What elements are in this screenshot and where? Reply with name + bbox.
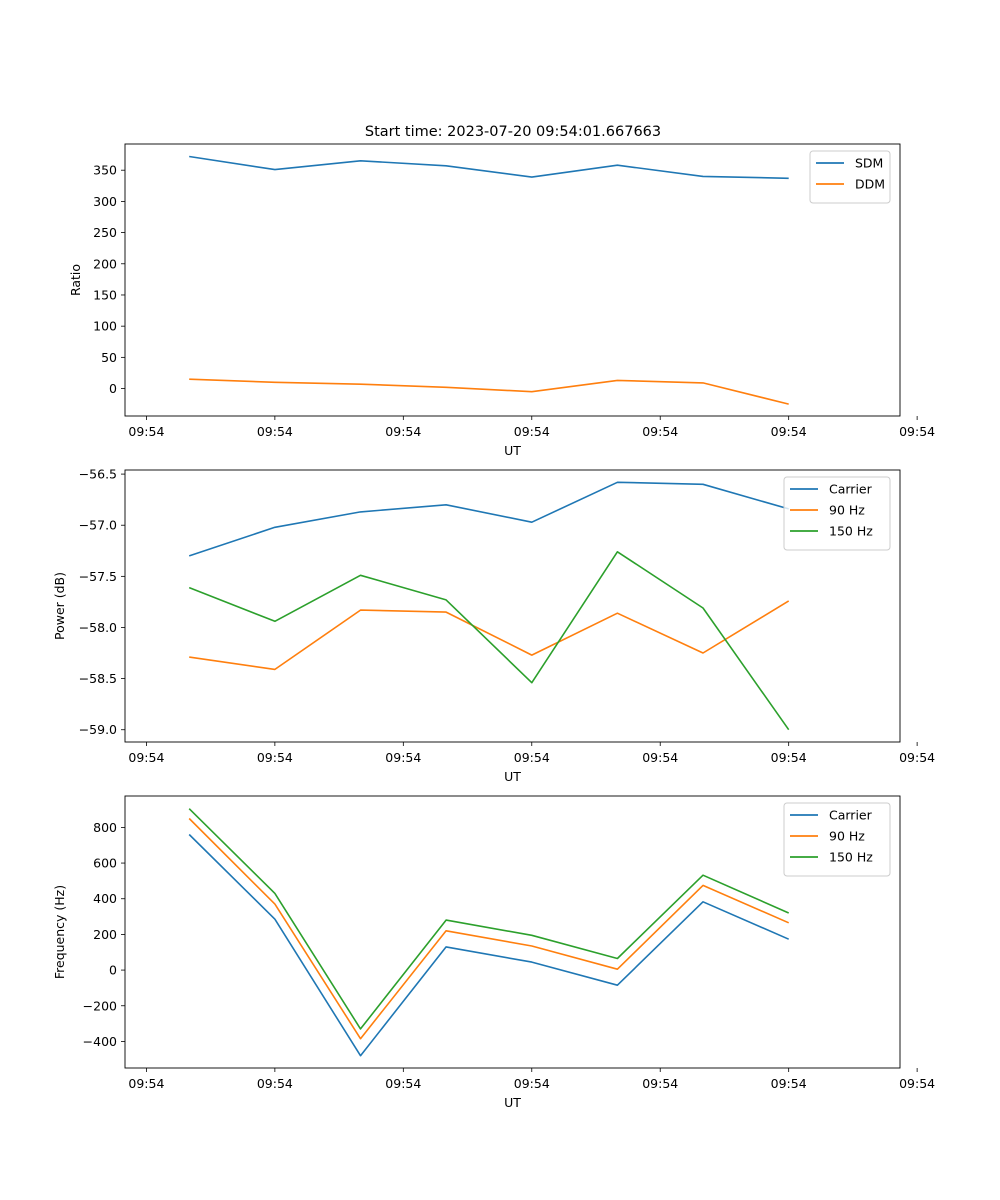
axes-frame <box>124 143 901 417</box>
y-tick-label: −57.0 <box>79 518 117 533</box>
x-tick-label: 09:54 <box>128 424 164 439</box>
x-axis-label: UT <box>504 769 521 784</box>
x-tick-label: 09:54 <box>128 750 164 765</box>
series-line-ddm <box>189 378 789 405</box>
y-tick-label: 300 <box>93 194 117 209</box>
y-tick-label: 200 <box>93 256 117 271</box>
y-tick-label: −400 <box>83 1034 117 1049</box>
x-tick-label: 09:54 <box>514 1076 550 1091</box>
y-tick-label: 400 <box>93 891 117 906</box>
x-tick-label: 09:54 <box>385 424 421 439</box>
series-line-150-hz <box>188 808 790 1030</box>
legend-box <box>809 150 891 204</box>
axes-frame <box>124 469 901 743</box>
legend-label: Carrier <box>829 482 873 497</box>
legend: SDM DDM <box>809 150 891 204</box>
legend-label: Carrier <box>829 808 873 823</box>
x-axis-label: UT <box>504 443 521 458</box>
legend-label: 150 Hz <box>829 524 873 539</box>
x-tick-label: 09:54 <box>899 750 935 765</box>
y-tick-label: 0 <box>109 381 117 396</box>
series-line-carrier <box>188 833 790 1057</box>
y-axis-label: Ratio <box>68 264 83 296</box>
x-tick-label: 09:54 <box>642 750 678 765</box>
plot-area <box>188 808 790 1057</box>
y-tick-label: −56.5 <box>79 467 117 482</box>
plot-area <box>189 155 789 405</box>
y-tick-label: 800 <box>93 820 117 835</box>
y-tick-label: 350 <box>93 163 117 178</box>
x-tick-label: 09:54 <box>257 424 293 439</box>
y-tick-label: 250 <box>93 225 117 240</box>
panels: 09:54 09:54 09:54 09:54 09:54 09:54 09:54 0 50 10… <box>52 143 935 1110</box>
legend: Carrier 90 Hz 150 Hz <box>783 476 891 551</box>
legend: Carrier 90 Hz 150 Hz <box>783 802 891 877</box>
y-tick-label: 150 <box>93 287 117 302</box>
x-tick-label: 09:54 <box>128 1076 164 1091</box>
x-tick-label: 09:54 <box>771 424 807 439</box>
legend-label: DDM <box>855 177 885 192</box>
y-tick-label: −200 <box>83 998 117 1013</box>
y-axis-label: Power (dB) <box>52 572 67 640</box>
plot-area <box>188 481 790 731</box>
y-tick-label: 600 <box>93 856 117 871</box>
y-tick-label: −58.0 <box>79 620 117 635</box>
series-line-90-hz <box>189 600 790 671</box>
y-axis-label: Frequency (Hz) <box>52 885 67 979</box>
legend-label: 90 Hz <box>829 829 865 844</box>
x-tick-label: 09:54 <box>385 1076 421 1091</box>
y-tick-label: 0 <box>109 963 117 978</box>
x-tick-label: 09:54 <box>257 750 293 765</box>
chart-panel-1: 09:54 09:54 09:54 09:54 09:54 09:54 09:54 0 50 10… <box>68 143 935 458</box>
x-tick-label: 09:54 <box>771 750 807 765</box>
legend-label: 90 Hz <box>829 503 865 518</box>
x-tick-label: 09:54 <box>771 1076 807 1091</box>
x-tick-label: 09:54 <box>514 750 550 765</box>
series-line-sdm <box>189 155 789 180</box>
y-tick-label: −58.5 <box>79 671 117 686</box>
series-line-carrier <box>188 481 789 557</box>
figure-title: Start time: 2023-07-20 09:54:01.667663 <box>365 124 661 140</box>
x-tick-label: 09:54 <box>257 1076 293 1091</box>
x-tick-label: 09:54 <box>642 1076 678 1091</box>
x-tick-label: 09:54 <box>514 424 550 439</box>
legend-label: SDM <box>855 156 883 171</box>
series-line-150-hz <box>188 550 790 731</box>
x-tick-label: 09:54 <box>642 424 678 439</box>
x-tick-label: 09:54 <box>385 750 421 765</box>
y-tick-label: 100 <box>93 319 117 334</box>
x-axis-label: UT <box>504 1095 521 1110</box>
series-line-90-hz <box>188 817 790 1040</box>
y-tick-label: −57.5 <box>79 569 117 584</box>
chart-panel-3: 09:54 09:54 09:54 09:54 09:54 09:54 09:54 −400 −… <box>52 795 935 1110</box>
x-tick-label: 09:54 <box>899 1076 935 1091</box>
x-tick-label: 09:54 <box>899 424 935 439</box>
axes-frame <box>124 795 901 1069</box>
y-tick-label: −59.0 <box>79 722 117 737</box>
chart-panel-2: 09:54 09:54 09:54 09:54 09:54 09:54 09:54 −59.0… <box>52 467 935 784</box>
y-tick-label: 50 <box>101 350 117 365</box>
y-tick-label: 200 <box>93 927 117 942</box>
legend-label: 150 Hz <box>829 850 873 865</box>
